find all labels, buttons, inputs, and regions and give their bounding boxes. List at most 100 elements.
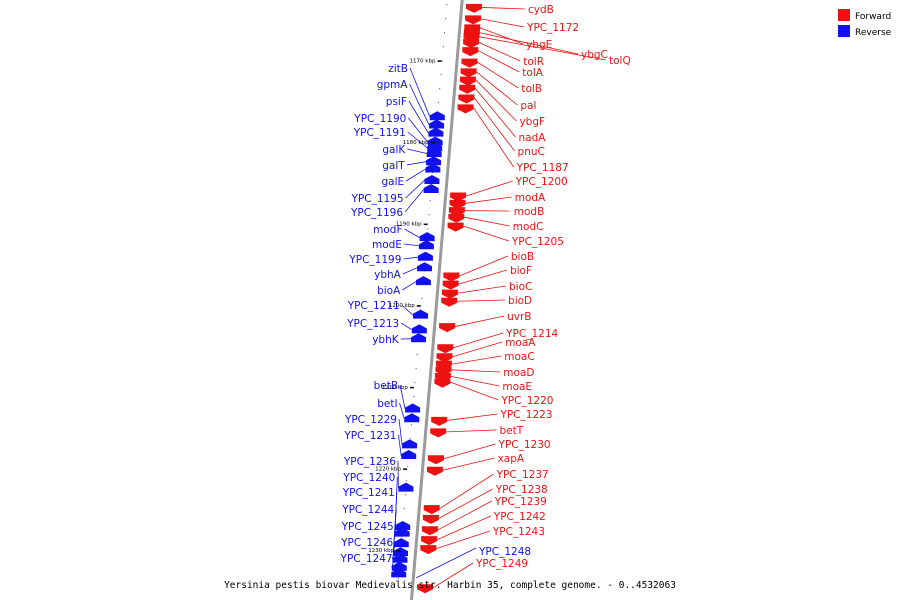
reverse-gene-label: YPC_1246	[340, 537, 393, 549]
forward-gene-label: YPC_1242	[493, 511, 546, 523]
guide-dot	[421, 298, 423, 300]
reverse-gene-label: modF	[373, 224, 402, 236]
reverse-gene-label: YPC_1211	[347, 300, 400, 312]
guide-dot	[414, 382, 416, 384]
forward-gene-block	[421, 526, 438, 536]
reverse-gene-label: ybhK	[372, 334, 400, 346]
forward-gene-label: modC	[513, 221, 544, 233]
forward-gene-leader	[452, 341, 503, 358]
tick-label: 1210 kbp	[382, 385, 408, 391]
reverse-gene-block	[427, 142, 443, 152]
forward-gene-block	[427, 455, 444, 465]
reverse-gene-label: ybhA	[374, 269, 402, 281]
reverse-gene-leader	[399, 384, 406, 410]
gene-blocks	[391, 3, 483, 594]
reverse-gene-label: YPC_1236	[343, 456, 396, 468]
reverse-gene-block	[413, 309, 429, 319]
forward-gene-leader	[446, 429, 497, 433]
reverse-gene-label: YPC_1196	[350, 207, 403, 219]
reverse-gene-block	[411, 333, 427, 343]
forward-gene-leader	[476, 71, 518, 106]
forward-gene-leader	[436, 530, 490, 549]
reverse-gene-block	[423, 183, 439, 193]
forward-gene-leader	[465, 196, 512, 204]
reverse-gene-block	[401, 450, 417, 460]
guide-dot	[428, 214, 430, 216]
forward-gene-leader	[438, 488, 493, 519]
forward-gene-leader	[482, 7, 526, 10]
forward-gene-block	[422, 514, 439, 524]
forward-gene-block	[443, 272, 460, 282]
guide-dot	[432, 172, 434, 174]
forward-gene-label: moaD	[503, 367, 534, 379]
reverse-gene-leader	[405, 180, 425, 199]
tick-label: 1220 kbp	[375, 466, 401, 472]
forward-gene-label: tolR	[523, 56, 544, 68]
reverse-gene-block	[402, 439, 418, 449]
reverse-gene-block	[415, 276, 431, 286]
forward-gene-leader	[443, 443, 496, 460]
reverse-gene-leader	[404, 189, 424, 213]
reverse-gene-block	[426, 148, 442, 158]
guide-dot	[409, 438, 411, 440]
guide-dot	[415, 368, 417, 370]
guide-dot	[413, 396, 415, 398]
guide-dot	[439, 88, 441, 90]
reverse-gene-leader	[409, 83, 430, 126]
forward-gene-label: ybgC	[581, 49, 608, 61]
guide-dot	[438, 102, 440, 104]
reverse-gene-block	[393, 538, 409, 548]
reverse-gene-block	[391, 561, 407, 571]
reverse-gene-leader	[401, 304, 414, 316]
reverse-gene-block	[394, 527, 410, 537]
forward-gene-block	[461, 58, 478, 68]
forward-gene-leader	[474, 87, 516, 138]
legend-forward-swatch	[838, 9, 850, 21]
reverse-gene-label: YPC_1231	[343, 430, 396, 442]
forward-gene-label: pal	[520, 100, 536, 112]
tick-mark	[409, 386, 414, 389]
forward-gene-label: ybgF	[519, 116, 545, 128]
reverse-gene-label: galT	[382, 160, 405, 172]
guide-dot	[429, 200, 431, 202]
forward-gene-block	[448, 213, 465, 223]
forward-gene-label: cydB	[528, 4, 554, 16]
genome-caption: Yersinia pestis biovar Medievalis str. H…	[224, 580, 676, 591]
forward-gene-block	[457, 104, 474, 114]
tick-mark	[416, 305, 421, 307]
forward-gene-leader	[478, 50, 520, 73]
reverse-gene-label: YPC_1245	[341, 521, 394, 533]
guide-dot	[441, 60, 443, 62]
reverse-gene-block	[417, 251, 433, 261]
reverse-gene-leader	[400, 322, 413, 331]
forward-gene-block	[430, 428, 447, 438]
forward-gene-label: modB	[514, 206, 545, 218]
forward-gene-block	[447, 222, 464, 232]
forward-gene-label: YPC_1172	[526, 22, 579, 34]
forward-gene-leader	[465, 180, 513, 197]
forward-gene-leader	[478, 42, 521, 62]
forward-gene-block	[437, 344, 454, 354]
reverse-gene-label: YPC_1247	[340, 553, 393, 565]
reverse-gene-label: YPC_1195	[351, 193, 404, 205]
reverse-gene-leader	[403, 243, 419, 247]
reverse-gene-block	[426, 156, 442, 166]
reverse-gene-leader	[392, 541, 396, 560]
forward-gene-label: YPC_1243	[492, 526, 545, 538]
forward-gene-label: modA	[515, 192, 546, 204]
forward-gene-leader	[474, 97, 515, 152]
forward-gene-label: tolB	[521, 83, 542, 95]
guide-dot	[442, 46, 444, 48]
forward-gene-block	[463, 39, 480, 49]
reverse-gene-leader	[402, 267, 418, 275]
reverse-gene-block	[417, 262, 433, 272]
forward-gene-leader	[447, 413, 498, 421]
reverse-gene-label: YPC_1191	[353, 127, 406, 139]
reverse-gene-block	[429, 119, 445, 129]
forward-gene-label: YPC_1230	[498, 439, 551, 451]
reverse-gene-label: zitB	[388, 63, 408, 75]
forward-gene-block	[441, 297, 458, 307]
forward-gene-block	[459, 84, 476, 94]
forward-gene-label: uvrB	[507, 311, 531, 323]
